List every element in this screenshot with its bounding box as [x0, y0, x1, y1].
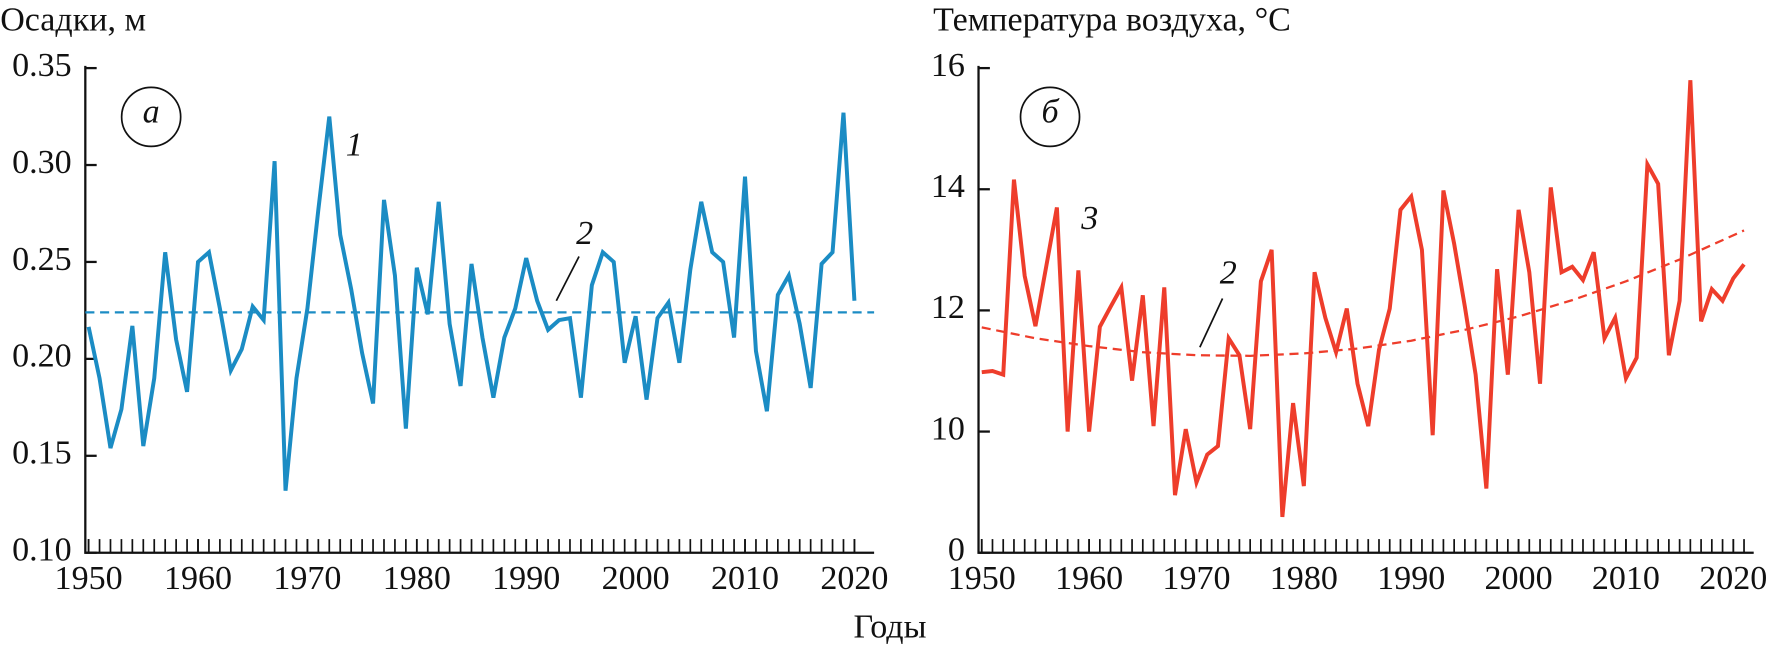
leader-line: [1199, 298, 1224, 348]
x-tick-label: 1970: [273, 560, 341, 597]
y-tick-label: 16: [931, 47, 965, 84]
x-tick-label: 1960: [1055, 560, 1123, 597]
x-axis-label: Годы: [854, 609, 927, 646]
x-tick-label: 1970: [1162, 560, 1230, 597]
x-tick-label: 2010: [1592, 560, 1660, 597]
leader-line: [555, 256, 580, 302]
line-label: 2: [576, 215, 593, 252]
x-tick-label: 1990: [1377, 560, 1445, 597]
x-tick-label: 1950: [948, 560, 1016, 597]
x-tick-label: 2000: [602, 560, 670, 597]
panel-label-circle: [120, 86, 182, 148]
x-tick-label: 1990: [492, 560, 560, 597]
y-tick-label: 0.20: [12, 338, 72, 375]
x-tick-label: 2020: [820, 560, 888, 597]
x-tick-label: 2020: [1699, 560, 1767, 597]
x-tick-label: 2000: [1485, 560, 1553, 597]
series-label: 1: [346, 126, 363, 163]
y-tick-label: 12: [931, 289, 965, 326]
y-tick-label: 0.25: [12, 241, 72, 278]
panel-label: а: [143, 93, 160, 130]
y-tick-label: 10: [931, 410, 965, 447]
chart-title: Температура воздуха, °С: [933, 2, 1291, 39]
series-label: 3: [1080, 200, 1098, 237]
line-label: 2: [1220, 255, 1237, 292]
y-tick-label: 0.35: [12, 47, 72, 84]
x-tick-label: 1960: [164, 560, 232, 597]
data-line: [981, 80, 1746, 518]
y-tick-label: 0: [948, 532, 965, 569]
x-tick-label: 1980: [1270, 560, 1338, 597]
y-tick-label: 0.10: [12, 532, 72, 569]
y-tick-label: 0.15: [12, 435, 72, 472]
chart-title: Осадки, м: [0, 2, 146, 39]
panel-label: б: [1041, 93, 1060, 130]
x-tick-label: 1980: [383, 560, 451, 597]
trend-line: [981, 229, 1745, 357]
y-tick-label: 0.30: [12, 144, 72, 181]
panel-label-circle: [1019, 86, 1081, 148]
data-line: [86, 112, 857, 491]
x-tick-label: 2010: [711, 560, 779, 597]
x-tick-label: 1950: [55, 560, 123, 597]
y-tick-label: 14: [931, 168, 965, 205]
